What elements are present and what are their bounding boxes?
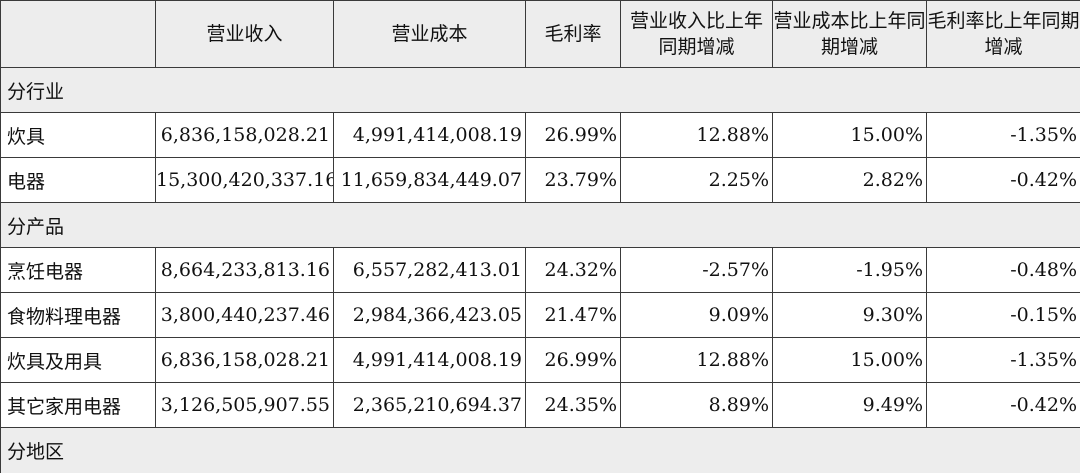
revenue-cell: 8,664,233,813.16 [155, 247, 334, 293]
revenue-cell: 6,836,158,028.21 [155, 337, 334, 383]
cost-cell: 11,659,834,449.07 [333, 157, 526, 203]
section-row-product: 分产品 [0, 202, 1080, 248]
header-cost-yoy: 营业成本比上年同期增减 [772, 0, 927, 68]
table-row: 炊具及用具 6,836,158,028.21 4,991,414,008.19 … [0, 337, 1080, 383]
table-row: 烹饪电器 8,664,233,813.16 6,557,282,413.01 2… [0, 247, 1080, 293]
margin-cell: 26.99% [525, 337, 621, 383]
row-name: 炊具 [0, 112, 156, 158]
revenue-cell: 15,300,420,337.16 [155, 157, 334, 203]
margin-change-cell: -1.35% [926, 112, 1080, 158]
revenue-change-cell: 12.88% [620, 337, 773, 383]
margin-cell: 24.32% [525, 247, 621, 293]
row-name: 炊具及用具 [0, 337, 156, 383]
margin-cell: 23.79% [525, 157, 621, 203]
margin-change-cell: -0.42% [926, 157, 1080, 203]
section-label: 分产品 [0, 202, 1080, 248]
table-row: 炊具 6,836,158,028.21 4,991,414,008.19 26.… [0, 112, 1080, 158]
revenue-change-cell: 12.88% [620, 112, 773, 158]
row-name: 食物料理电器 [0, 292, 156, 338]
cost-cell: 2,984,366,423.05 [333, 292, 526, 338]
header-corner [0, 0, 156, 68]
revenue-change-cell: -2.57% [620, 247, 773, 293]
header-revenue: 营业收入 [155, 0, 334, 68]
table-row: 其它家用电器 3,126,505,907.55 2,365,210,694.37… [0, 382, 1080, 428]
margin-change-cell: -0.15% [926, 292, 1080, 338]
row-name: 烹饪电器 [0, 247, 156, 293]
cost-change-cell: 9.49% [772, 382, 927, 428]
margin-change-cell: -0.48% [926, 247, 1080, 293]
header-row: 营业收入 营业成本 毛利率 营业收入比上年同期增减 营业成本比上年同期增减 毛利… [0, 0, 1080, 68]
revenue-change-cell: 9.09% [620, 292, 773, 338]
cost-change-cell: 2.82% [772, 157, 927, 203]
margin-cell: 21.47% [525, 292, 621, 338]
revenue-change-cell: 8.89% [620, 382, 773, 428]
section-row-industry: 分行业 [0, 67, 1080, 113]
cost-change-cell: 15.00% [772, 112, 927, 158]
table-row: 食物料理电器 3,800,440,237.46 2,984,366,423.05… [0, 292, 1080, 338]
header-gross-margin: 毛利率 [525, 0, 621, 68]
margin-cell: 26.99% [525, 112, 621, 158]
revenue-cell: 3,800,440,237.46 [155, 292, 334, 338]
revenue-cell: 3,126,505,907.55 [155, 382, 334, 428]
cost-change-cell: 9.30% [772, 292, 927, 338]
section-row-region: 分地区 [0, 427, 1080, 473]
header-cost: 营业成本 [333, 0, 526, 68]
cost-cell: 6,557,282,413.01 [333, 247, 526, 293]
row-name: 电器 [0, 157, 156, 203]
revenue-cell: 6,836,158,028.21 [155, 112, 334, 158]
header-margin-yoy: 毛利率比上年同期增减 [926, 0, 1080, 68]
cost-cell: 2,365,210,694.37 [333, 382, 526, 428]
row-name: 其它家用电器 [0, 382, 156, 428]
table-row: 电器 15,300,420,337.16 11,659,834,449.07 2… [0, 157, 1080, 203]
margin-change-cell: -1.35% [926, 337, 1080, 383]
cost-change-cell: 15.00% [772, 337, 927, 383]
header-revenue-yoy: 营业收入比上年同期增减 [620, 0, 773, 68]
margin-cell: 24.35% [525, 382, 621, 428]
cost-cell: 4,991,414,008.19 [333, 337, 526, 383]
revenue-change-cell: 2.25% [620, 157, 773, 203]
section-label: 分行业 [0, 67, 1080, 113]
cost-change-cell: -1.95% [772, 247, 927, 293]
section-label: 分地区 [0, 427, 1080, 473]
margin-change-cell: -0.42% [926, 382, 1080, 428]
cost-cell: 4,991,414,008.19 [333, 112, 526, 158]
